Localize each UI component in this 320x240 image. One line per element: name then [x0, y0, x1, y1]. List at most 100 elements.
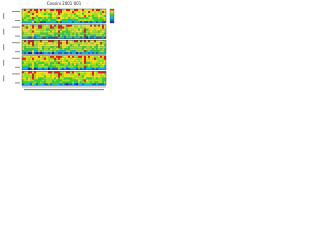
spectrogram-cell — [38, 13, 41, 16]
spectrogram-cell — [52, 13, 55, 16]
spectrogram-cell — [56, 50, 59, 53]
spectrogram-cell — [30, 34, 33, 37]
spectrogram-cell — [64, 17, 67, 20]
spectrogram-cell — [86, 9, 89, 12]
spectrogram-cell — [46, 36, 49, 39]
spectrogram-cell — [22, 63, 25, 66]
spectrogram-cell — [24, 32, 27, 35]
spectrogram-cell — [90, 63, 93, 66]
spectrogram-cell — [42, 46, 45, 49]
spectrogram-cell — [58, 32, 61, 35]
spectrogram-cell — [46, 17, 49, 20]
spectrogram-cell — [36, 44, 39, 47]
spectrogram-cell — [94, 21, 97, 24]
spectrogram-cell — [66, 79, 69, 82]
spectrogram-cell — [102, 67, 105, 70]
spectrogram-cell — [42, 67, 45, 70]
spectrogram-cell — [52, 19, 55, 22]
spectrogram-cell — [46, 26, 49, 29]
spectrogram-cell — [40, 59, 43, 62]
spectrogram-cell — [58, 9, 61, 12]
spectrogram-cell — [86, 67, 89, 70]
spectrogram-cell — [72, 83, 75, 86]
spectrogram-cell — [30, 15, 33, 18]
spectrogram-cell — [80, 21, 83, 24]
spectrogram-cell — [86, 15, 89, 18]
spectrogram-cell — [52, 81, 55, 84]
spectrogram-cell — [42, 36, 45, 39]
spectrogram-cell — [34, 52, 37, 55]
spectrogram-cell — [94, 34, 97, 37]
spectrogram-cell — [90, 9, 93, 12]
spectrogram-cell — [48, 52, 51, 55]
spectrogram-cell — [64, 73, 67, 76]
spectrogram-cell — [68, 24, 71, 27]
spectrogram-cell — [70, 57, 73, 60]
spectrogram-cell — [74, 11, 77, 14]
spectrogram-cell — [52, 63, 55, 66]
spectrogram-cell — [78, 36, 81, 39]
spectrogram-cell — [36, 15, 39, 18]
spectrogram-cell — [104, 46, 107, 49]
spectrogram-cell — [86, 36, 89, 39]
spectrogram-cell — [22, 42, 25, 45]
spectrogram-cell — [60, 57, 63, 60]
spectrogram-cell — [38, 34, 41, 37]
spectrogram-cell — [26, 19, 29, 22]
spectrogram-cell — [88, 61, 91, 64]
spectrogram-cell — [70, 32, 73, 35]
spectrogram-cell — [50, 44, 53, 47]
spectrogram-cell — [26, 61, 29, 64]
spectrogram-cell — [66, 11, 69, 14]
spectrogram-cell — [78, 71, 81, 74]
spectrogram-cell — [64, 65, 67, 68]
spectrogram-cell — [68, 77, 71, 80]
spectrogram-cell — [64, 79, 67, 82]
spectrogram-cell — [100, 73, 103, 76]
spectrogram-cell — [42, 79, 45, 82]
panel-axis-labels — [12, 11, 20, 12]
spectrogram-cell — [48, 73, 51, 76]
spectrogram-cell — [74, 36, 77, 39]
spectrogram-cell — [68, 63, 71, 66]
spectrogram-cell — [102, 28, 105, 31]
spectrogram-cell — [88, 19, 91, 22]
spectrogram-cell — [42, 75, 45, 78]
spectrogram-cell — [90, 13, 93, 16]
spectrogram-cell — [102, 42, 105, 45]
spectrogram-cell — [104, 55, 107, 58]
spectrogram-cell — [28, 65, 31, 68]
spectrogram-cell — [66, 71, 69, 74]
spectrogram-cell — [82, 19, 85, 22]
spectrogram-cell — [36, 28, 39, 31]
spectrogram-cell — [32, 42, 35, 45]
spectrogram-cell — [68, 26, 71, 29]
spectrogram-cell — [50, 52, 53, 55]
spectrogram-cell — [102, 75, 105, 78]
spectrogram-cell — [52, 67, 55, 70]
spectrogram-cell — [62, 79, 65, 82]
spectrogram-cell — [24, 28, 27, 31]
spectrogram-cell — [28, 11, 31, 14]
spectrogram-cell — [98, 40, 101, 43]
spectrogram-cell — [88, 73, 91, 76]
spectrogram-cell — [64, 36, 67, 39]
spectrogram-cell — [70, 63, 73, 66]
spectrogram-cell — [74, 55, 77, 58]
spectrogram-cell — [34, 77, 37, 80]
spectrogram-cell — [76, 11, 79, 14]
spectrogram-cell — [86, 21, 89, 24]
spectrogram-cell — [76, 42, 79, 45]
spectrogram-cell — [100, 46, 103, 49]
spectrogram-cell — [34, 24, 37, 27]
spectrogram-cell — [66, 13, 69, 16]
spectrogram-cell — [98, 55, 101, 58]
spectrogram-cell — [104, 15, 107, 18]
spectrogram-cell — [28, 63, 31, 66]
spectrogram-cell — [52, 21, 55, 24]
spectrogram-cell — [58, 11, 61, 14]
spectrogram-cell — [48, 30, 51, 33]
spectrogram-cell — [32, 19, 35, 22]
spectrogram-cell — [62, 34, 65, 37]
spectrogram-cell — [32, 59, 35, 62]
